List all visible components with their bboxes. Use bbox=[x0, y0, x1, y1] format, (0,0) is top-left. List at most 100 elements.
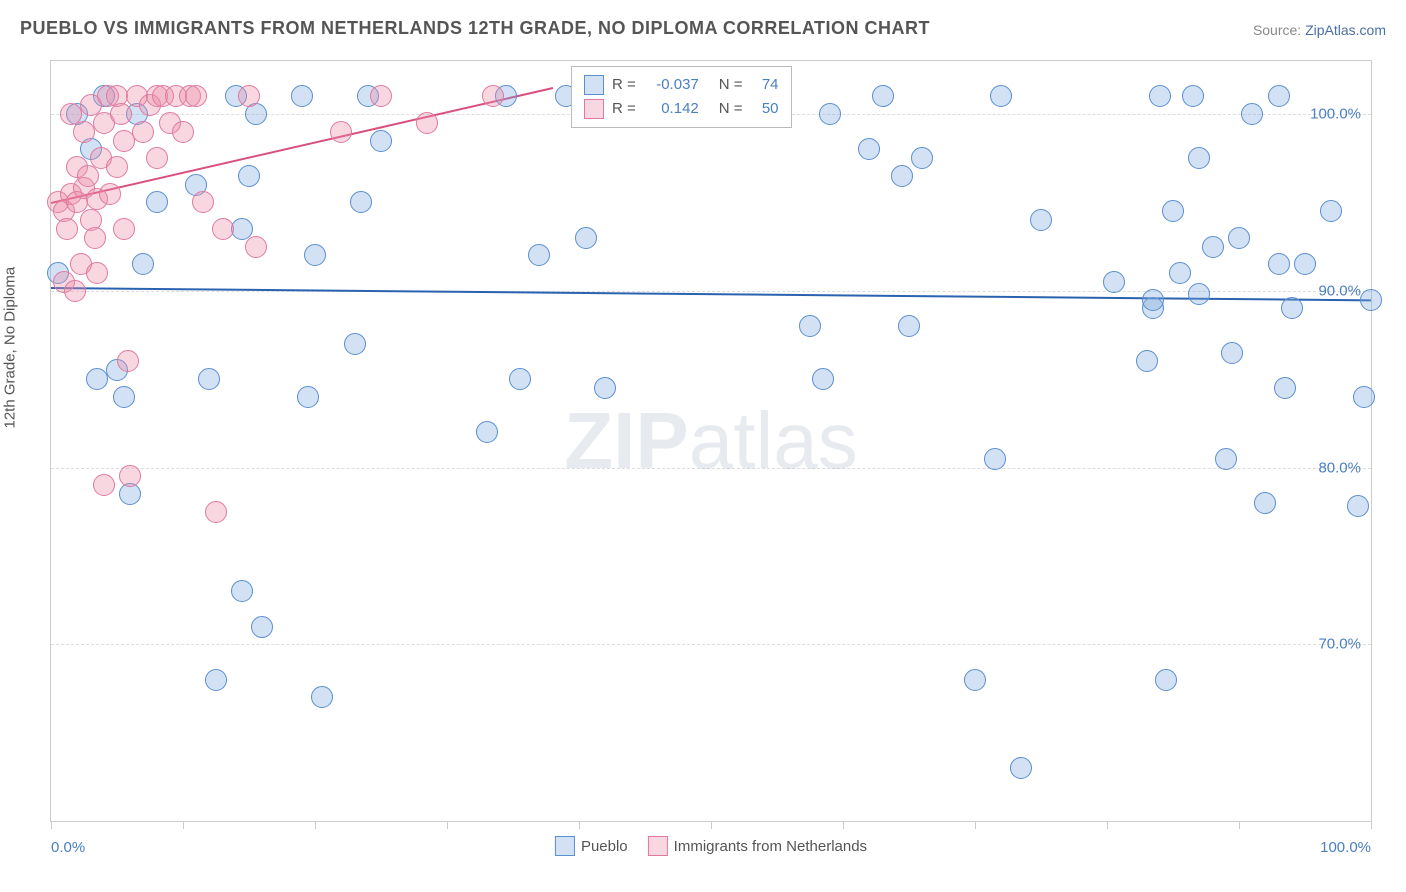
data-point bbox=[1010, 757, 1032, 779]
data-point bbox=[231, 580, 253, 602]
r-label: R = bbox=[612, 97, 636, 121]
data-point bbox=[73, 121, 95, 143]
data-point bbox=[119, 465, 141, 487]
data-point bbox=[1268, 253, 1290, 275]
data-point bbox=[1136, 350, 1158, 372]
data-point bbox=[113, 218, 135, 240]
x-tick bbox=[51, 821, 52, 829]
data-point bbox=[146, 191, 168, 213]
data-point bbox=[1347, 495, 1369, 517]
data-point bbox=[1215, 448, 1237, 470]
data-point bbox=[113, 130, 135, 152]
n-label: N = bbox=[719, 73, 743, 97]
data-point bbox=[84, 227, 106, 249]
y-tick-label: 90.0% bbox=[1318, 282, 1361, 299]
grid-line bbox=[51, 291, 1371, 292]
n-label: N = bbox=[719, 97, 743, 121]
data-point bbox=[64, 280, 86, 302]
data-point bbox=[132, 121, 154, 143]
data-point bbox=[594, 377, 616, 399]
x-tick bbox=[975, 821, 976, 829]
plot-area: ZIPatlas R =-0.037N =74R =0.142N =50 Pue… bbox=[50, 60, 1372, 822]
data-point bbox=[99, 183, 121, 205]
data-point bbox=[297, 386, 319, 408]
legend-label: Immigrants from Netherlands bbox=[674, 838, 867, 855]
data-point bbox=[1188, 283, 1210, 305]
data-point bbox=[1169, 262, 1191, 284]
data-point bbox=[812, 368, 834, 390]
legend-stat-row: R =-0.037N =74 bbox=[584, 73, 779, 97]
x-tick bbox=[315, 821, 316, 829]
x-max-label: 100.0% bbox=[1320, 839, 1371, 856]
legend-stats: R =-0.037N =74R =0.142N =50 bbox=[571, 66, 792, 128]
x-tick bbox=[1239, 821, 1240, 829]
watermark-atlas: atlas bbox=[689, 396, 858, 485]
data-point bbox=[1241, 103, 1263, 125]
data-point bbox=[238, 85, 260, 107]
data-point bbox=[1188, 147, 1210, 169]
x-tick bbox=[447, 821, 448, 829]
data-point bbox=[113, 386, 135, 408]
data-point bbox=[1030, 209, 1052, 231]
legend-swatch bbox=[584, 75, 604, 95]
r-value: -0.037 bbox=[644, 73, 699, 97]
x-tick bbox=[183, 821, 184, 829]
data-point bbox=[1360, 289, 1382, 311]
data-point bbox=[1155, 669, 1177, 691]
data-point bbox=[238, 165, 260, 187]
data-point bbox=[858, 138, 880, 160]
x-tick bbox=[579, 821, 580, 829]
r-label: R = bbox=[612, 73, 636, 97]
data-point bbox=[198, 368, 220, 390]
data-point bbox=[344, 333, 366, 355]
chart-title: PUEBLO VS IMMIGRANTS FROM NETHERLANDS 12… bbox=[20, 18, 930, 39]
data-point bbox=[106, 156, 128, 178]
legend-stat-row: R =0.142N =50 bbox=[584, 97, 779, 121]
watermark-zip: ZIP bbox=[564, 396, 688, 485]
data-point bbox=[212, 218, 234, 240]
data-point bbox=[1274, 377, 1296, 399]
data-point bbox=[872, 85, 894, 107]
data-point bbox=[1221, 342, 1243, 364]
data-point bbox=[1268, 85, 1290, 107]
source-attribution: Source: ZipAtlas.com bbox=[1253, 22, 1386, 38]
y-tick-label: 80.0% bbox=[1318, 459, 1361, 476]
x-tick bbox=[1371, 821, 1372, 829]
data-point bbox=[528, 244, 550, 266]
data-point bbox=[291, 85, 313, 107]
data-point bbox=[482, 85, 504, 107]
legend-series: Pueblo Immigrants from Netherlands bbox=[555, 836, 867, 856]
data-point bbox=[311, 686, 333, 708]
data-point bbox=[1202, 236, 1224, 258]
source-link[interactable]: ZipAtlas.com bbox=[1305, 22, 1386, 38]
y-tick-label: 70.0% bbox=[1318, 636, 1361, 653]
data-point bbox=[1149, 85, 1171, 107]
data-point bbox=[1142, 289, 1164, 311]
data-point bbox=[370, 85, 392, 107]
data-point bbox=[185, 85, 207, 107]
data-point bbox=[819, 103, 841, 125]
data-point bbox=[575, 227, 597, 249]
x-min-label: 0.0% bbox=[51, 839, 85, 856]
data-point bbox=[1281, 297, 1303, 319]
data-point bbox=[898, 315, 920, 337]
data-point bbox=[416, 112, 438, 134]
legend-item: Pueblo bbox=[555, 836, 628, 856]
data-point bbox=[117, 350, 139, 372]
data-point bbox=[245, 236, 267, 258]
data-point bbox=[205, 501, 227, 523]
legend-label: Pueblo bbox=[581, 838, 628, 855]
data-point bbox=[304, 244, 326, 266]
y-axis-label: 12th Grade, No Diploma bbox=[2, 267, 19, 429]
data-point bbox=[110, 103, 132, 125]
x-tick bbox=[1107, 821, 1108, 829]
data-point bbox=[1103, 271, 1125, 293]
data-point bbox=[1228, 227, 1250, 249]
data-point bbox=[172, 121, 194, 143]
data-point bbox=[192, 191, 214, 213]
watermark: ZIPatlas bbox=[564, 395, 857, 487]
data-point bbox=[964, 669, 986, 691]
data-point bbox=[86, 262, 108, 284]
data-point bbox=[1254, 492, 1276, 514]
data-point bbox=[1320, 200, 1342, 222]
